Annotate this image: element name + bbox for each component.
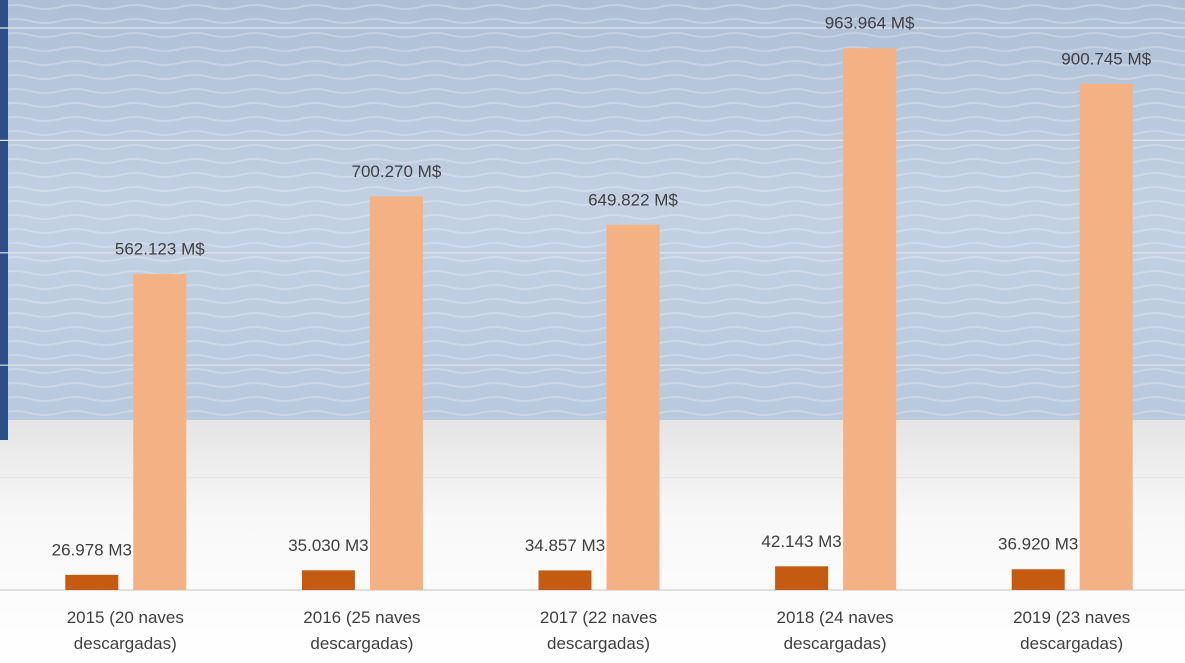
data-label: 42.143 M3 [761, 532, 841, 551]
bar [1011, 569, 1065, 590]
x-tick-label: 2019 (23 naves descargadas) [1013, 608, 1131, 653]
bar [133, 274, 187, 590]
x-tick-label: 2017 (22 naves descargadas) [539, 608, 658, 653]
bar [606, 224, 660, 590]
bar [538, 570, 592, 590]
data-label: 35.030 M3 [288, 536, 368, 555]
data-label: 34.857 M3 [525, 536, 605, 555]
background-fade [0, 420, 1185, 663]
bar [775, 566, 829, 590]
data-label: 900.745 M$ [1061, 49, 1151, 68]
data-label: 963.964 M$ [825, 14, 915, 33]
data-label: 649.822 M$ [588, 190, 678, 209]
bar [301, 570, 355, 590]
data-label: 562.123 M$ [115, 240, 205, 259]
data-label: 700.270 M$ [352, 162, 442, 181]
bar [65, 574, 119, 590]
data-label: 36.920 M3 [998, 535, 1078, 554]
data-label: 26.978 M3 [52, 540, 132, 559]
x-tick-label: 2016 (25 naves descargadas) [303, 608, 421, 653]
bar [843, 48, 897, 590]
left-edge [0, 0, 8, 440]
bar [369, 196, 423, 591]
background-waves [0, 0, 1185, 420]
x-tick-label: 2018 (24 naves descargadas) [776, 608, 894, 653]
x-tick-label: 2015 (20 naves descargadas) [66, 608, 184, 653]
bar [1079, 83, 1133, 590]
